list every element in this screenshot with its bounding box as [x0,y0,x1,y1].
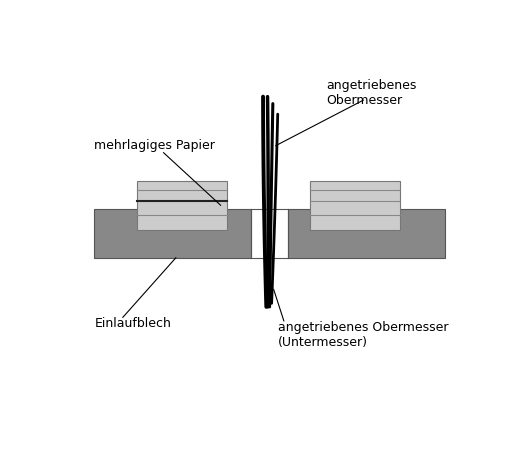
Bar [94,209,251,258]
Text: angetriebenes Obermesser
(Untermesser): angetriebenes Obermesser (Untermesser) [278,321,448,349]
Bar [310,181,400,230]
Text: mehrlagiges Papier: mehrlagiges Papier [94,139,215,152]
Text: angetriebenes
Obermesser: angetriebenes Obermesser [327,79,417,107]
Bar [288,209,445,258]
Bar [137,181,227,230]
Text: Einlaufblech: Einlaufblech [94,318,171,330]
